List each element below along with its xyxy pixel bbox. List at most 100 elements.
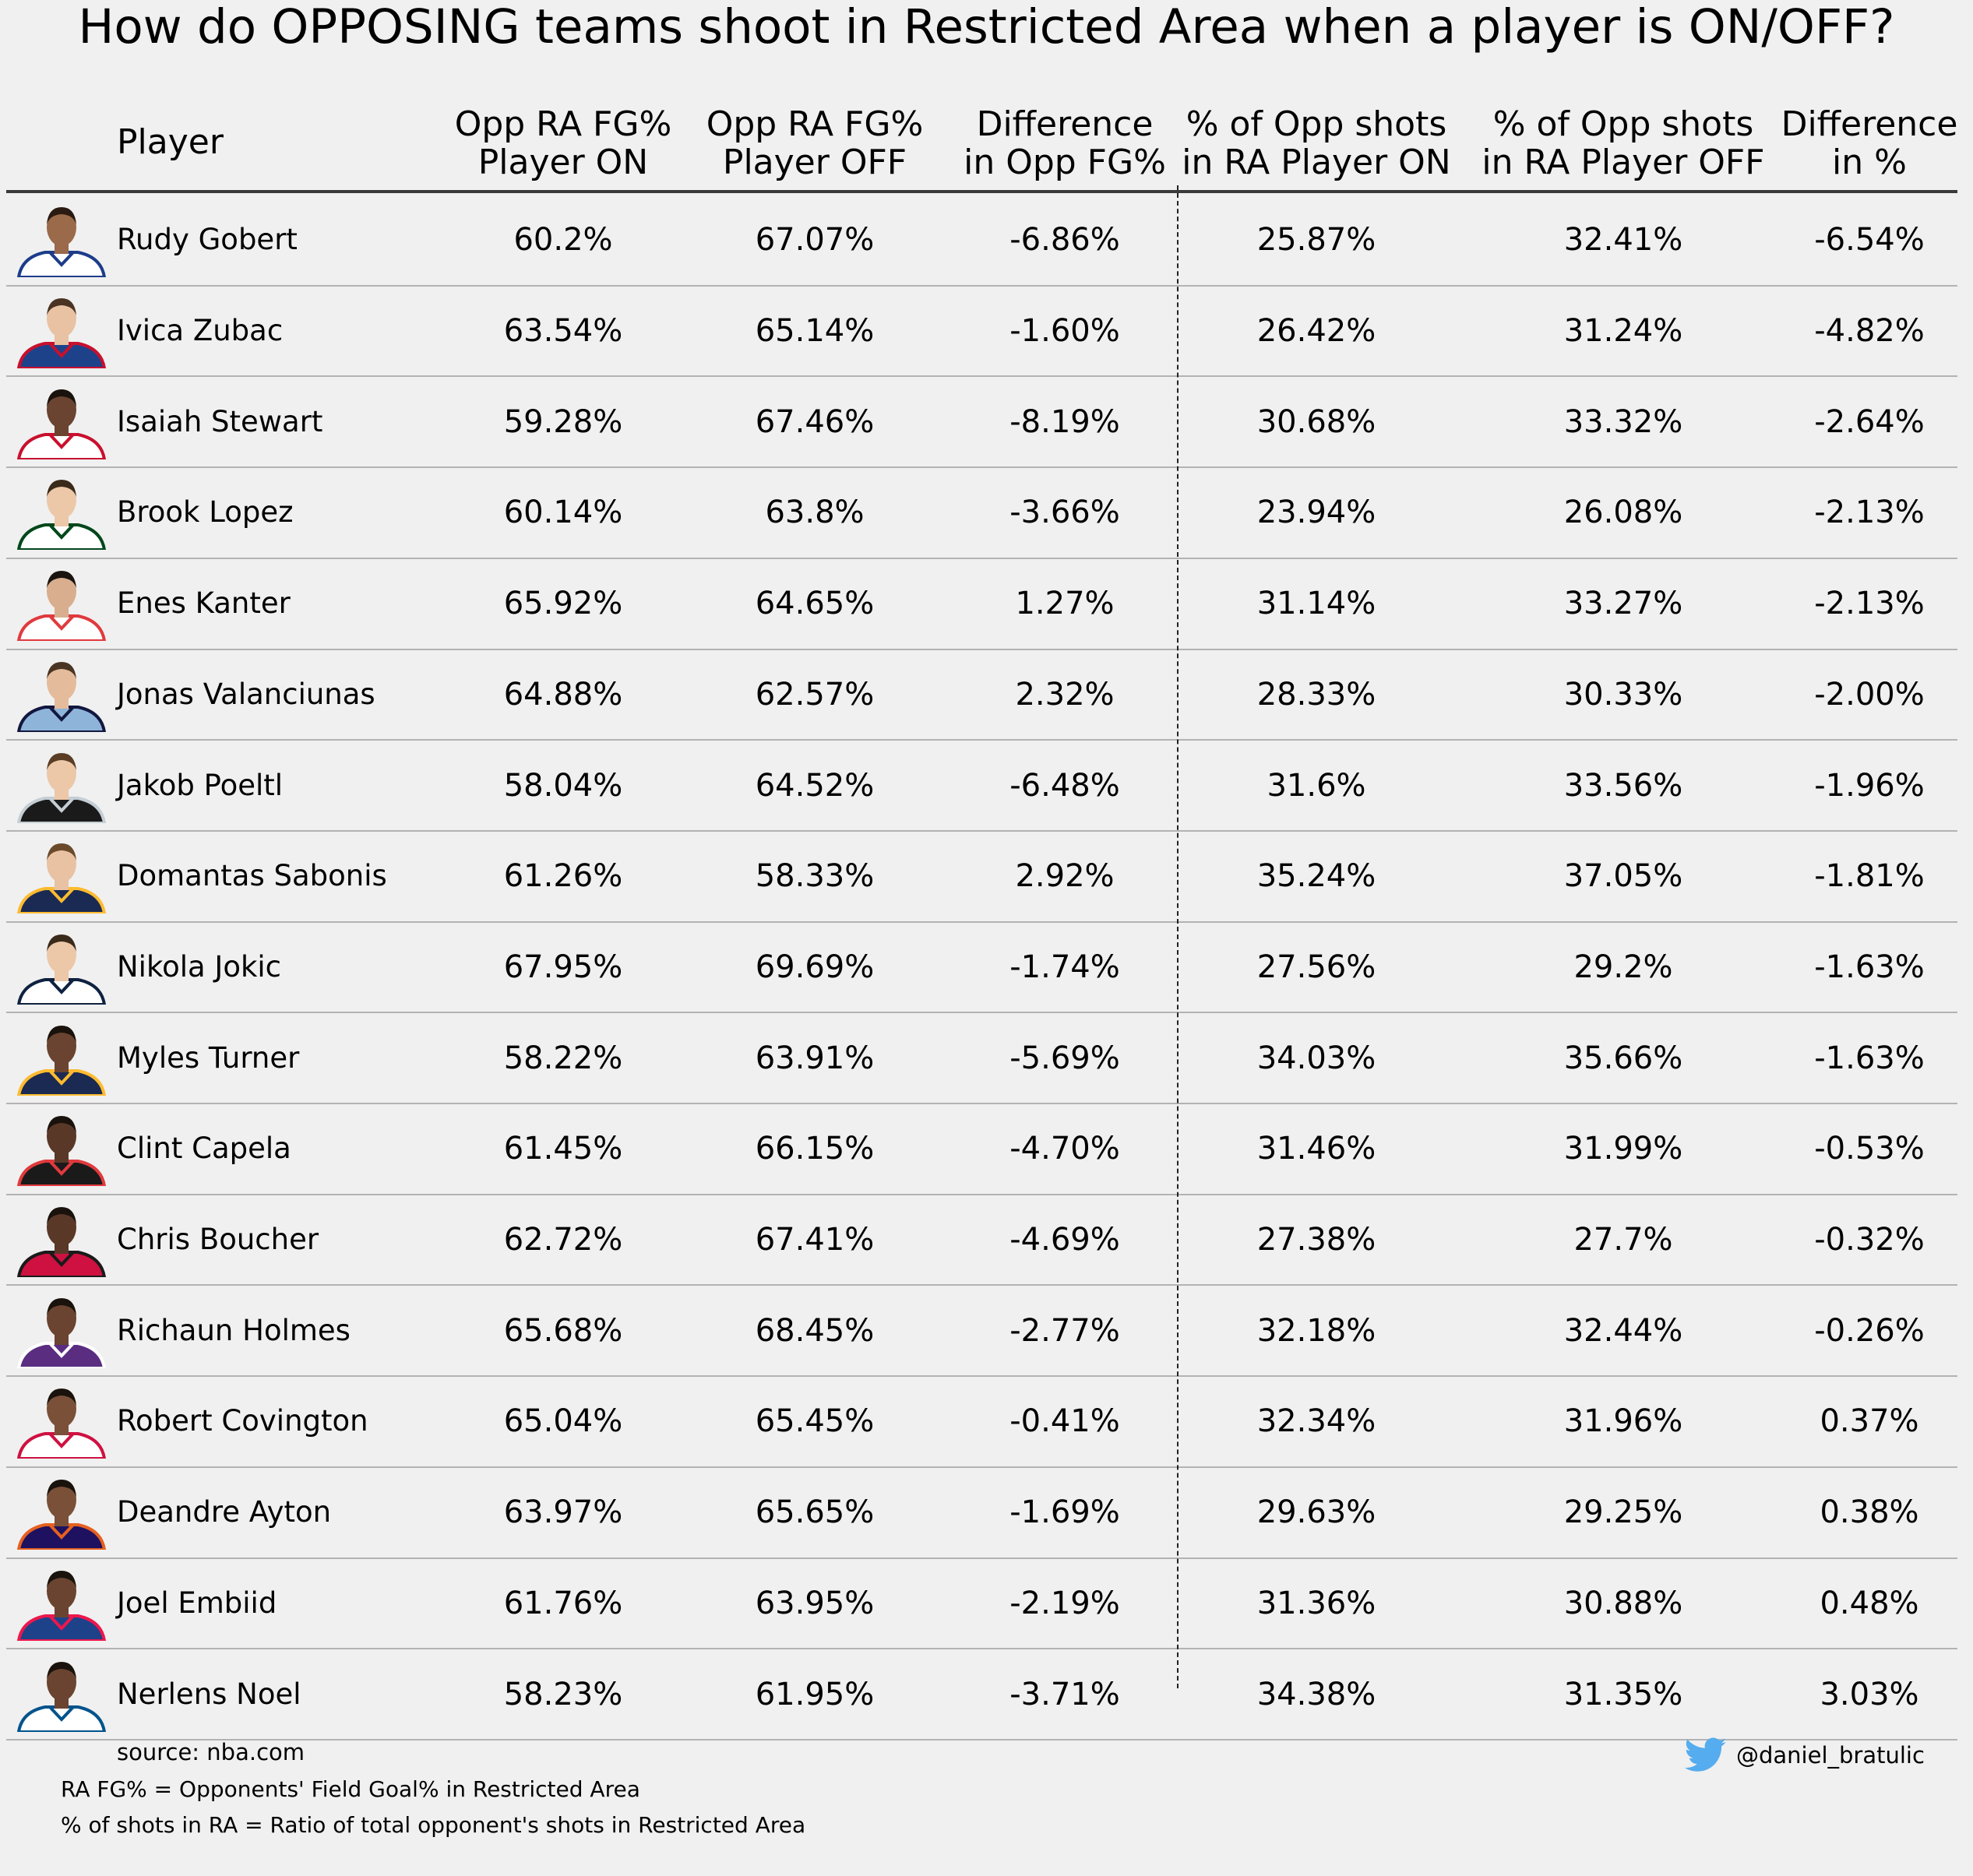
player-name: Jonas Valanciunas	[117, 677, 375, 711]
player-photo	[16, 661, 107, 732]
cell-shots-on: 31.14%	[1256, 586, 1376, 622]
cell-shots-on: 23.94%	[1256, 495, 1376, 531]
cell-diff-pct: 0.37%	[1820, 1403, 1919, 1440]
cell-opp-ra-fg-on: 59.28%	[503, 403, 623, 440]
cell-shots-on: 32.34%	[1256, 1403, 1376, 1440]
cell-opp-ra-fg-on: 58.04%	[503, 767, 623, 804]
cell-opp-ra-fg-on: 58.23%	[503, 1676, 623, 1712]
source-note: source: nba.com	[117, 1739, 305, 1765]
cell-diff-pct: -0.26%	[1814, 1312, 1925, 1349]
cell-diff-pct: -1.63%	[1814, 1040, 1925, 1076]
cell-opp-ra-fg-off: 66.15%	[755, 1131, 875, 1167]
cell-opp-ra-fg-off: 64.65%	[755, 586, 875, 622]
row-separator	[6, 285, 1957, 287]
cell-diff-opp-fg: -6.48%	[1009, 767, 1120, 804]
cell-shots-off: 29.2%	[1573, 949, 1673, 985]
cell-opp-ra-fg-off: 63.91%	[755, 1040, 875, 1076]
row-separator	[6, 466, 1957, 468]
player-name: Robert Covington	[117, 1404, 368, 1438]
cell-opp-ra-fg-on: 58.22%	[503, 1040, 623, 1076]
player-photo	[16, 1207, 107, 1278]
header-line-1: Opp RA FG%	[706, 104, 924, 144]
cell-opp-ra-fg-on: 60.14%	[503, 495, 623, 531]
cell-diff-pct: -2.64%	[1814, 403, 1925, 440]
cell-opp-ra-fg-on: 60.2%	[513, 222, 613, 259]
cell-diff-pct: -1.96%	[1814, 767, 1925, 804]
cell-diff-opp-fg: 2.32%	[1015, 676, 1115, 713]
author-credit: @daniel_bratulic	[1685, 1735, 1925, 1776]
cell-opp-ra-fg-off: 67.46%	[755, 403, 875, 440]
cell-diff-opp-fg: -0.41%	[1009, 1403, 1120, 1440]
cell-diff-opp-fg: -1.74%	[1009, 949, 1120, 985]
player-photo	[16, 1661, 107, 1732]
cell-shots-off: 30.88%	[1563, 1585, 1683, 1621]
cell-shots-on: 35.24%	[1256, 858, 1376, 895]
player-name: Joel Embiid	[117, 1586, 277, 1620]
cell-shots-on: 31.46%	[1256, 1131, 1376, 1167]
cell-shots-off: 33.27%	[1563, 586, 1683, 622]
player-name: Domantas Sabonis	[117, 859, 387, 893]
cell-diff-pct: 3.03%	[1820, 1676, 1919, 1712]
cell-opp-ra-fg-on: 67.95%	[503, 949, 623, 985]
cell-diff-pct: -0.53%	[1814, 1131, 1925, 1167]
footnote-shots-ra: % of shots in RA = Ratio of total oppone…	[61, 1812, 806, 1838]
header-line-2: in %	[1832, 143, 1907, 182]
twitter-bird-icon	[1685, 1737, 1727, 1772]
cell-opp-ra-fg-on: 61.76%	[503, 1585, 623, 1621]
player-photo	[16, 571, 107, 642]
cell-shots-off: 35.66%	[1563, 1040, 1683, 1076]
cell-shots-on: 29.63%	[1256, 1494, 1376, 1531]
cell-diff-opp-fg: -8.19%	[1009, 403, 1120, 440]
row-separator	[6, 1648, 1957, 1649]
player-photo	[16, 1025, 107, 1096]
cell-shots-on: 32.18%	[1256, 1312, 1376, 1349]
cell-diff-pct: -6.54%	[1814, 222, 1925, 259]
player-name: Nikola Jokic	[117, 949, 282, 984]
player-name: Isaiah Stewart	[117, 404, 323, 438]
cell-shots-off: 37.05%	[1563, 858, 1683, 895]
cell-diff-opp-fg: -5.69%	[1009, 1040, 1120, 1076]
header-player: Player	[117, 122, 224, 162]
cell-opp-ra-fg-off: 61.95%	[755, 1676, 875, 1712]
player-photo	[16, 298, 107, 369]
cell-shots-off: 32.44%	[1563, 1312, 1683, 1349]
header-line-1: % of Opp shots	[1492, 104, 1754, 144]
cell-shots-off: 31.24%	[1563, 313, 1683, 350]
cell-opp-ra-fg-off: 67.07%	[755, 222, 875, 259]
player-photo	[16, 1297, 107, 1368]
player-name: Deandre Ayton	[117, 1495, 332, 1529]
player-name: Brook Lopez	[117, 495, 294, 530]
row-separator	[6, 739, 1957, 741]
player-name: Nerlens Noel	[117, 1677, 301, 1711]
row-separator	[6, 1466, 1957, 1468]
row-separator	[6, 1012, 1957, 1013]
row-separator	[6, 1557, 1957, 1559]
player-photo	[16, 1570, 107, 1641]
cell-diff-opp-fg: -3.71%	[1009, 1676, 1120, 1712]
row-separator	[6, 1375, 1957, 1377]
cell-opp-ra-fg-on: 63.54%	[503, 313, 623, 350]
cell-opp-ra-fg-off: 65.65%	[755, 1494, 875, 1531]
cell-diff-pct: -2.13%	[1814, 495, 1925, 531]
player-photo	[16, 752, 107, 823]
header-rule	[6, 190, 1957, 193]
cell-opp-ra-fg-on: 62.72%	[503, 1222, 623, 1258]
cell-opp-ra-fg-off: 58.33%	[755, 858, 875, 895]
cell-diff-opp-fg: -1.60%	[1009, 313, 1120, 350]
header-line-2: Player OFF	[722, 143, 907, 182]
cell-shots-on: 34.03%	[1256, 1040, 1376, 1076]
player-photo	[16, 207, 107, 278]
player-name: Myles Turner	[117, 1040, 300, 1075]
header-line-1: Opp RA FG%	[454, 104, 672, 144]
cell-shots-off: 31.96%	[1563, 1403, 1683, 1440]
cell-opp-ra-fg-off: 67.41%	[755, 1222, 875, 1258]
cell-diff-opp-fg: -4.69%	[1009, 1222, 1120, 1258]
row-separator	[6, 1194, 1957, 1195]
footnote-ra-fg: RA FG% = Opponents' Field Goal% in Restr…	[61, 1776, 640, 1802]
cell-shots-off: 30.33%	[1563, 676, 1683, 713]
player-photo	[16, 843, 107, 914]
cell-diff-pct: -0.32%	[1814, 1222, 1925, 1258]
cell-diff-pct: -2.13%	[1814, 586, 1925, 622]
player-photo	[16, 1480, 107, 1550]
